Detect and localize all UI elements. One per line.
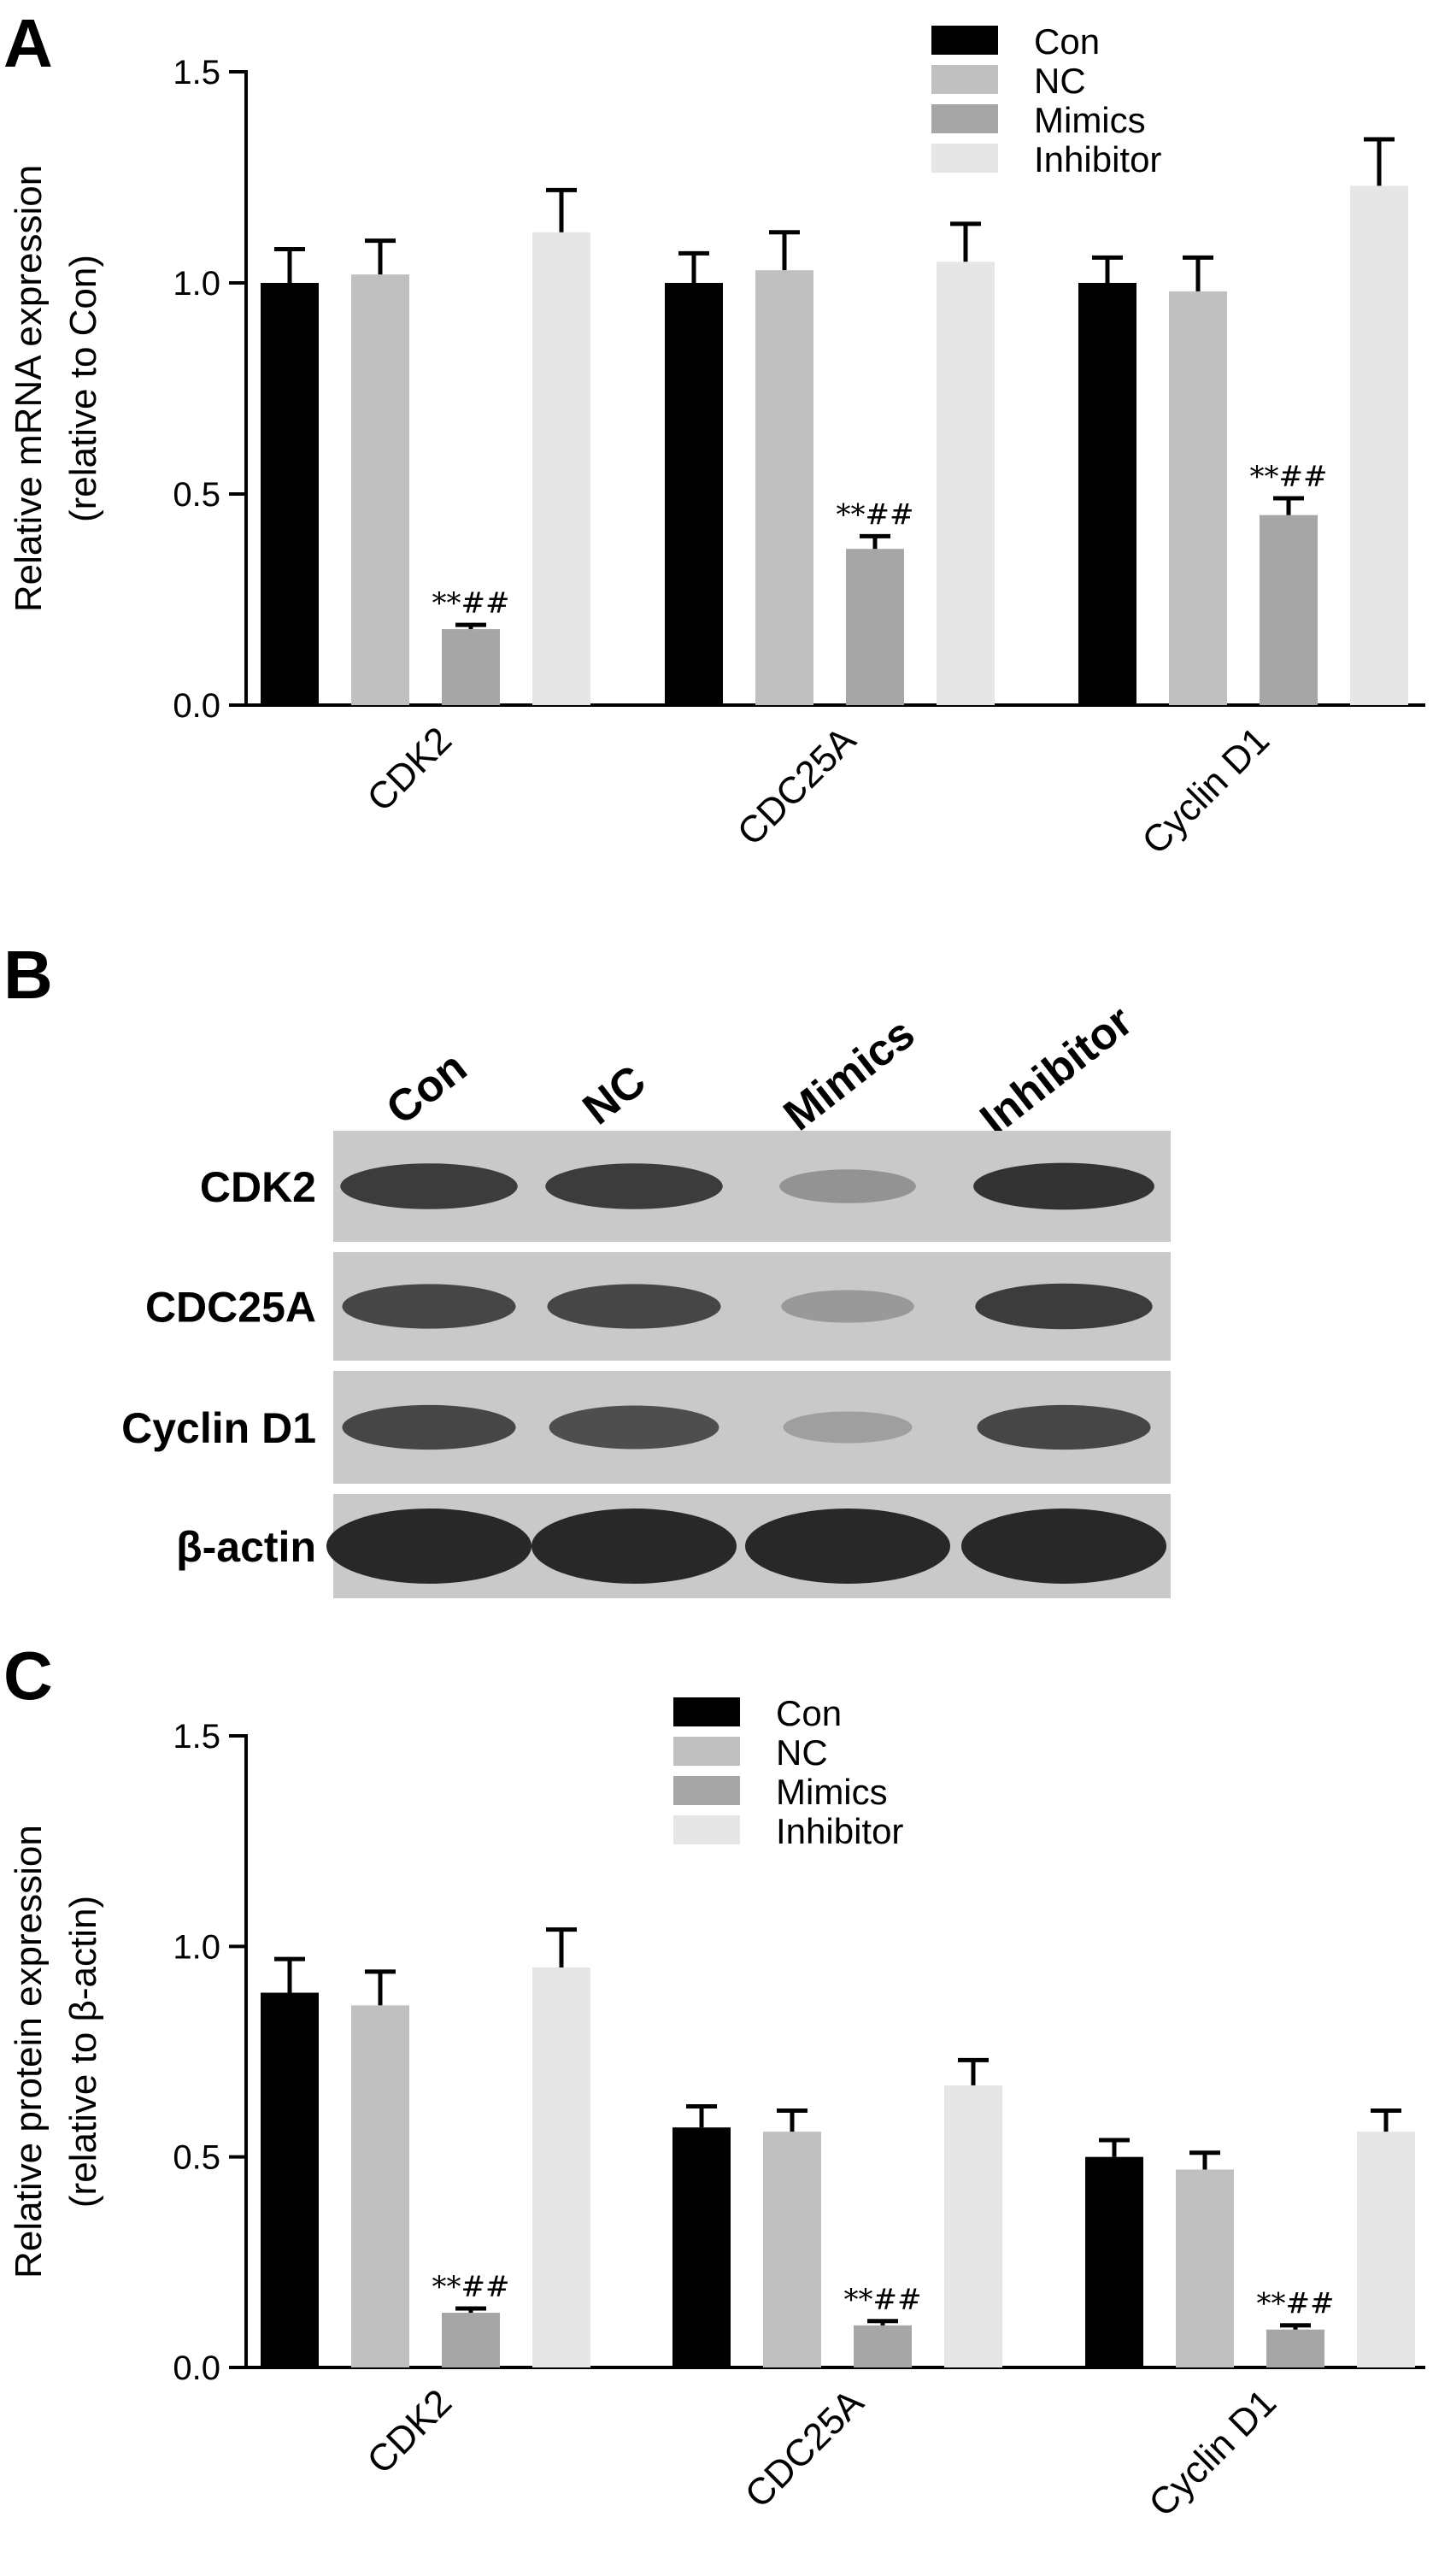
chart-a-y-axis-subtitle: (relative to Con) [62,255,104,522]
chart-c-bar-cdc25a-con [672,2127,731,2367]
chart-c-bar-cyclin-d1-nc [1176,2169,1234,2367]
blot-band-cdk2-con [340,1163,518,1209]
blot-band-cdc25a-inhibitor [975,1283,1153,1330]
chart-c-legend-label-inhibitor: Inhibitor [776,1811,903,1851]
blot-band-cyclin-d1-con [342,1404,516,1450]
blot-band-actin-mimics [745,1509,950,1584]
chart-a-y-tick-label: 0.0 [173,687,220,725]
blot-band-cyclin-d1-mimics [783,1411,913,1444]
blot-lane-label-inhibitor: Inhibitor [972,997,1142,1145]
chart-c-y-axis-subtitle: (relative to β-actin) [62,1896,104,2208]
chart-c-significance-cyclin-d1: **## [1257,2287,1335,2321]
blot-band-cyclin-d1-inhibitor [977,1404,1151,1450]
blot-row-label-actin: β-actin [176,1523,316,1571]
blot-band-actin-nc [532,1509,737,1584]
blot-band-actin-inhibitor [961,1509,1166,1584]
chart-a-bar-cyclin-d1-mimics [1260,515,1318,705]
chart-c-legend-swatch-con [673,1697,740,1726]
chart-a-legend-swatch-con [931,26,998,55]
chart-a-bar-cdk2-con [261,283,319,705]
chart-a-y-tick-label: 0.5 [173,476,220,514]
chart-a-category-label-cdk2: CDK2 [359,719,460,820]
chart-c-category-label-cyclin-d1: Cyclin D1 [1141,2381,1284,2525]
chart-c-bar-cdk2-inhibitor [532,1967,590,2367]
blot-band-cdk2-inhibitor [973,1162,1154,1210]
chart-c-legend-swatch-inhibitor [673,1815,740,1844]
chart-a-bar-cyclin-d1-inhibitor [1350,185,1408,705]
blot-band-cyclin-d1-nc [549,1405,719,1450]
chart-a-legend-label-nc: NC [1034,61,1086,101]
chart-a-legend-swatch-mimics [931,104,998,133]
chart-a-bar-cdc25a-mimics [846,549,904,705]
chart-a-bar-cdk2-mimics [442,629,500,705]
chart-a-legend-swatch-inhibitor [931,144,998,173]
chart-c-y-tick-label: 0.5 [173,2139,220,2177]
chart-a-y-tick-label: 1.5 [173,54,220,91]
chart-c-bar-cyclin-d1-inhibitor [1357,2132,1415,2367]
blot-band-cdc25a-con [342,1284,516,1329]
blot-band-cdk2-mimics [779,1169,916,1203]
chart-a-y-tick-label: 1.0 [173,265,220,303]
panel-c-letter: C [3,1638,53,1714]
chart-c-bar-cdc25a-inhibitor [944,2085,1002,2367]
chart-a-significance-cdk2: **## [432,586,510,620]
chart-c-bar-cdk2-nc [351,2005,409,2367]
chart-c-y-tick-label: 0.0 [173,2350,220,2387]
chart-c-bar-cyclin-d1-con [1085,2156,1143,2367]
chart-a-legend-label-mimics: Mimics [1034,100,1146,140]
chart-a-bar-cdk2-inhibitor [532,232,590,706]
blot-row-label-cdc25a: CDC25A [145,1284,316,1332]
chart-a-significance-cdc25a: **## [837,497,914,532]
chart-c-category-label-cdk2: CDK2 [359,2381,460,2482]
blot-band-cdc25a-mimics [781,1290,914,1323]
chart-a-bar-cyclin-d1-con [1078,283,1136,705]
panel-c-protein-chart: C 0.0 0.5 1.0 1.5 Relative protein expressio… [3,1638,1425,2525]
chart-a-legend-label-inhibitor: Inhibitor [1034,139,1161,179]
panel-a-mrna-chart: A 0.0 0.5 1.0 1.5 Relative mRNA expression (r… [3,5,1425,862]
blot-row-label-cdk2: CDK2 [200,1163,316,1211]
chart-c-bar-cdc25a-mimics [854,2325,912,2367]
chart-c-legend-swatch-nc [673,1737,740,1766]
blot-row-label-cyclin-d1: Cyclin D1 [121,1404,316,1452]
chart-a-bar-cdk2-nc [351,274,409,705]
chart-c-bar-cdc25a-nc [763,2132,821,2367]
chart-a-y-axis-title: Relative mRNA expression [8,165,50,612]
chart-a-bar-cdc25a-inhibitor [937,262,995,705]
chart-c-y-tick-label: 1.0 [173,1928,220,1966]
chart-a-bar-cyclin-d1-nc [1169,291,1227,705]
chart-c-category-label-cdc25a: CDC25A [737,2381,872,2516]
blot-band-cdk2-nc [545,1163,723,1209]
chart-a-legend-swatch-nc [931,65,998,94]
chart-c-y-tick-label: 1.5 [173,1718,220,1756]
chart-c-y-axis-title: Relative protein expression [8,1825,50,2279]
blot-lane-label-mimics: Mimics [775,1009,925,1140]
chart-c-legend-label-con: Con [776,1693,842,1733]
chart-a-legend-label-con: Con [1034,21,1100,62]
blot-lane-label-con: Con [378,1043,476,1135]
chart-c-bar-cdk2-con [261,1992,319,2367]
chart-a-bar-cdc25a-nc [755,270,813,705]
chart-a-category-label-cyclin-d1: Cyclin D1 [1134,719,1277,862]
chart-c-legend-label-nc: NC [776,1732,828,1773]
chart-a-significance-cyclin-d1: **## [1250,460,1328,494]
chart-a-category-label-cdc25a: CDC25A [730,719,865,854]
chart-c-bar-cyclin-d1-mimics [1266,2329,1324,2367]
chart-c-legend-swatch-mimics [673,1776,740,1805]
chart-c-significance-cdc25a: **## [844,2283,922,2317]
panel-b-western-blot: B Con NC Mimics Inhibitor CDK2 CDC25A Cyclin D… [3,937,1171,1598]
blot-band-actin-con [326,1509,532,1584]
blot-band-cdc25a-nc [547,1284,721,1329]
panel-b-letter: B [3,937,53,1013]
chart-c-significance-cdk2: **## [432,2270,510,2304]
blot-lane-label-nc: NC [574,1056,655,1135]
chart-c-bar-cdk2-mimics [442,2312,500,2367]
panel-a-letter: A [3,5,53,81]
chart-a-bar-cdc25a-con [665,283,723,705]
chart-c-legend-label-mimics: Mimics [776,1772,888,1812]
